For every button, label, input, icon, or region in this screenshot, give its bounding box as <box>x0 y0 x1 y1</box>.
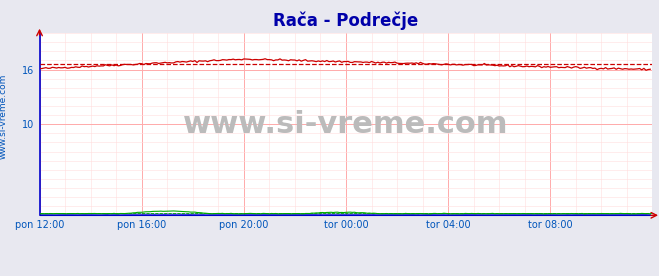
Title: Rača - Podrečje: Rača - Podrečje <box>273 12 418 30</box>
Text: www.si-vreme.com: www.si-vreme.com <box>0 73 8 159</box>
Text: www.si-vreme.com: www.si-vreme.com <box>183 110 509 139</box>
